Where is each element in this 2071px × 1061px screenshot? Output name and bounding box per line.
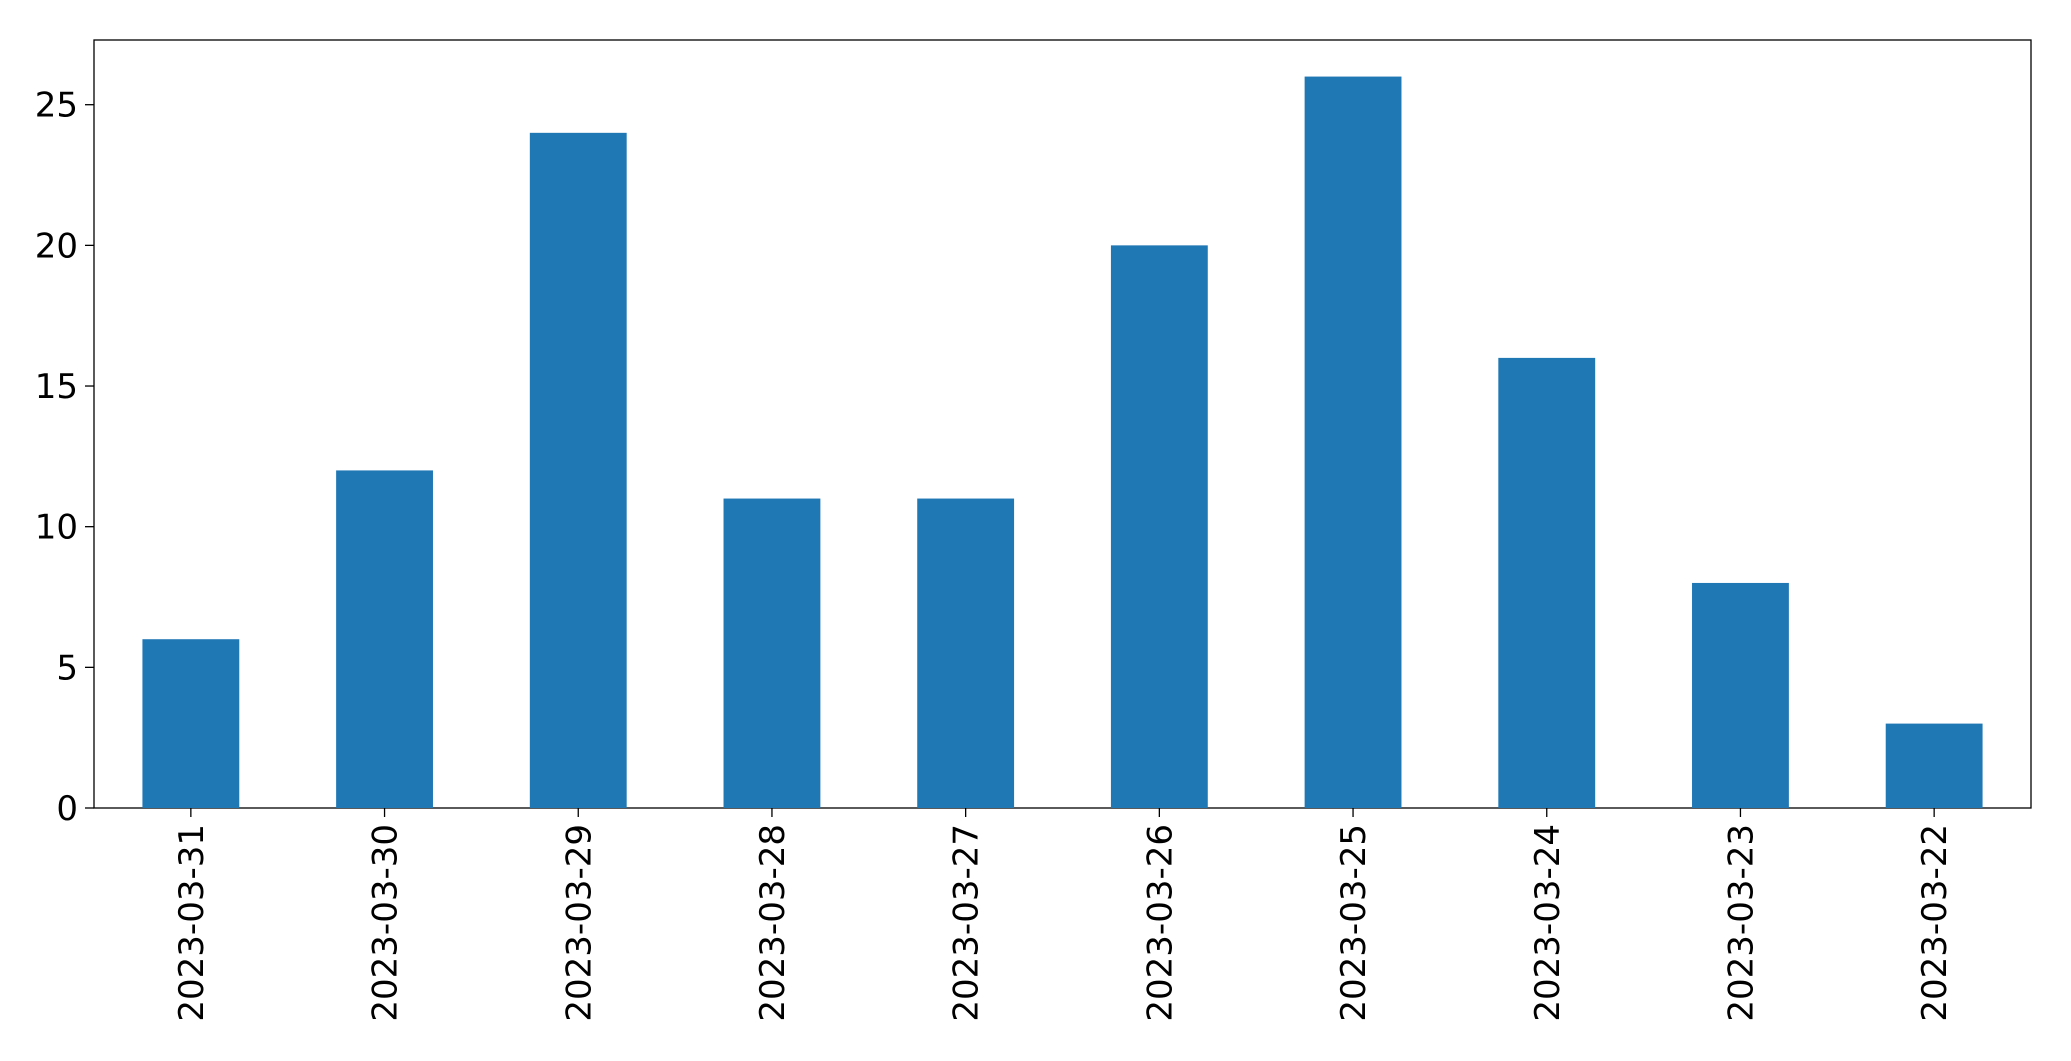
x-tick-label: 2023-03-22: [1915, 824, 1955, 1022]
x-tick-label: 2023-03-29: [559, 824, 599, 1022]
y-tick-label: 20: [35, 226, 78, 266]
y-tick-label: 25: [35, 86, 78, 126]
x-tick-label: 2023-03-28: [753, 824, 793, 1022]
x-tick-label: 2023-03-26: [1140, 824, 1180, 1022]
bar: [723, 498, 821, 808]
x-tick-label: 2023-03-31: [172, 824, 212, 1022]
bar: [142, 639, 240, 808]
y-tick-label: 15: [35, 367, 78, 407]
x-tick-label: 2023-03-30: [366, 824, 406, 1022]
bar: [529, 132, 627, 809]
bar: [1692, 582, 1789, 808]
bar: [1110, 245, 1208, 808]
y-tick-label: 0: [56, 789, 78, 829]
plot-frame: [93, 39, 2032, 809]
x-tick-label: 2023-03-24: [1528, 824, 1568, 1022]
bar: [336, 470, 433, 808]
x-tick-label: 2023-03-25: [1334, 824, 1374, 1022]
bar: [1885, 723, 1983, 808]
x-tick-label: 2023-03-23: [1721, 824, 1761, 1022]
bar: [1498, 357, 1596, 808]
bar: [917, 498, 1015, 808]
bar: [1304, 76, 1402, 809]
y-tick-label: 5: [56, 648, 78, 688]
y-tick-label: 10: [35, 508, 78, 548]
x-tick-label: 2023-03-27: [947, 824, 987, 1022]
